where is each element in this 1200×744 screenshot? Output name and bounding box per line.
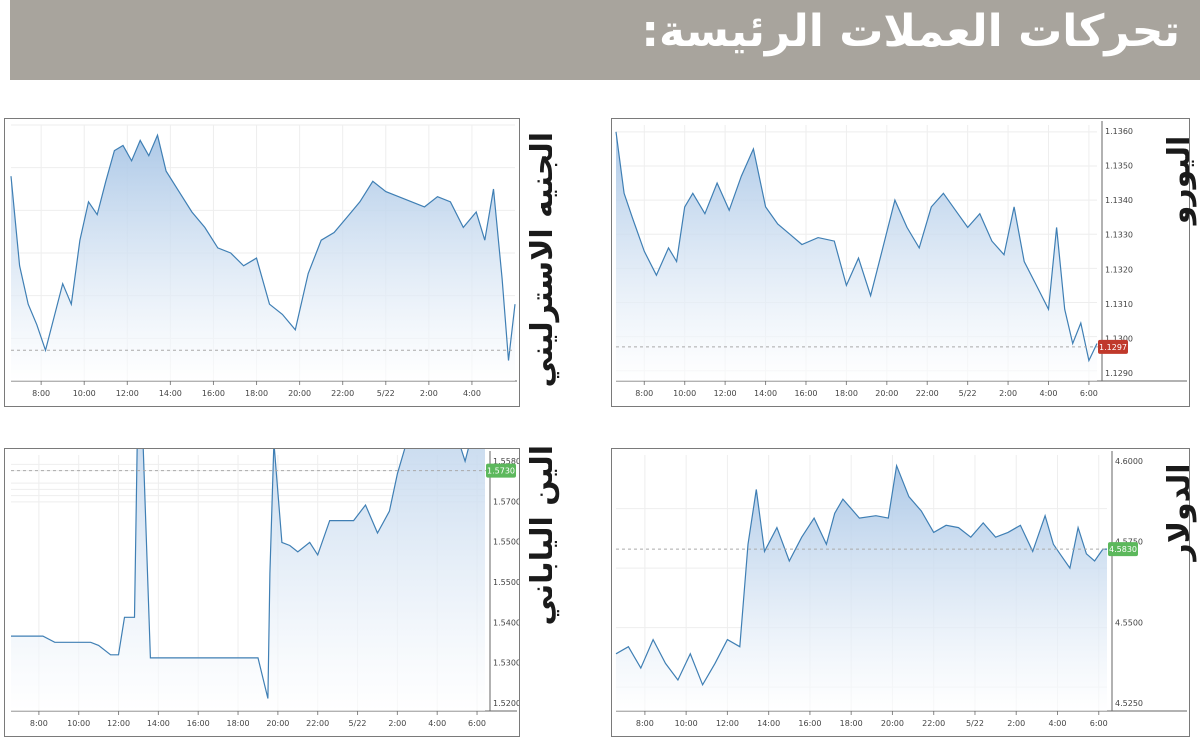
current-value-label: 1.5730	[487, 467, 515, 476]
chart-panel-jpy: 8:00 10:00 12:00 14:00 16:00 18:00 20:00 22:00 5…	[4, 448, 520, 737]
x-tick-label: 6:00	[1090, 719, 1108, 728]
x-tick-label: 14:00	[757, 719, 780, 728]
x-tick-label: 4:00	[1049, 719, 1067, 728]
x-tick-label: 22:00	[922, 719, 945, 728]
chart-panel-gbp: 8:00 10:00 12:00 14:00 16:00 18:00 20:00 22:00 5…	[4, 118, 520, 407]
x-tick-label: 8:00	[636, 719, 654, 728]
x-tick-label: 5/22	[377, 389, 395, 398]
y-tick-label: 1.5580	[493, 457, 519, 466]
chart-label-gbp: الجنيه الاسترليني	[525, 132, 560, 388]
x-tick-label: 14:00	[159, 389, 182, 398]
x-tick-label: 10:00	[73, 389, 96, 398]
y-tick-label: 1.1300	[1105, 334, 1133, 343]
y-tick-label: 1.1310	[1105, 300, 1133, 309]
chart-label-usd: الدولار	[1162, 463, 1197, 561]
series-line	[615, 131, 1098, 363]
x-tick-label: 10:00	[675, 719, 698, 728]
x-tick-label: 20:00	[288, 389, 311, 398]
current-value-label: 4.5830	[1109, 545, 1137, 554]
chart-usd: 8:00 10:00 12:00 14:00 16:00 18:00 20:00 22:00 5…	[615, 451, 1187, 728]
x-tick-label: 6:00	[468, 719, 486, 728]
x-tick-label: 4:00	[428, 719, 446, 728]
chart-panel-usd: 8:00 10:00 12:00 14:00 16:00 18:00 20:00 22:00 5…	[611, 448, 1190, 737]
x-tick-label: 5/22	[959, 389, 977, 398]
x-tick-label: 4:00	[463, 389, 481, 398]
x-tick-label: 12:00	[716, 719, 739, 728]
x-tick-label: 14:00	[754, 389, 777, 398]
x-tick-label: 16:00	[202, 389, 225, 398]
series-line	[615, 463, 1107, 687]
y-tick-label: 1.5300	[493, 659, 519, 668]
x-tick-label: 8:00	[635, 389, 653, 398]
x-tick-label: 5/22	[966, 719, 984, 728]
x-tick-label: 8:00	[30, 719, 48, 728]
chart-gbp: 8:00 10:00 12:00 14:00 16:00 18:00 20:00 22:00 5…	[10, 124, 517, 398]
x-tick-label: 18:00	[245, 389, 268, 398]
x-tick-label: 10:00	[67, 719, 90, 728]
x-tick-label: 12:00	[714, 389, 737, 398]
x-tick-label: 22:00	[331, 389, 354, 398]
header-bar: تحركات العملات الرئيسة:	[10, 0, 1200, 80]
y-tick-label: 1.1330	[1105, 231, 1133, 240]
x-tick-label: 5/22	[349, 719, 367, 728]
x-tick-label: 12:00	[116, 389, 139, 398]
y-tick-label: 1.5200	[493, 699, 519, 708]
x-tick-label: 18:00	[227, 719, 250, 728]
chart-euro: 8:00 10:00 12:00 14:00 16:00 18:00 20:00 22:00 5…	[615, 121, 1187, 398]
x-tick-label: 16:00	[798, 719, 821, 728]
y-tick-label: 1.1360	[1105, 127, 1133, 136]
series-line	[11, 449, 469, 699]
x-tick-label: 22:00	[916, 389, 939, 398]
x-tick-label: 18:00	[835, 389, 858, 398]
x-tick-label: 20:00	[881, 719, 904, 728]
y-tick-label: 1.1290	[1105, 369, 1133, 378]
x-tick-label: 16:00	[187, 719, 210, 728]
current-value-badge	[1108, 542, 1138, 557]
x-tick-label: 12:00	[107, 719, 130, 728]
chart-label-jpy: الين الياباني	[525, 445, 560, 626]
x-tick-label: 6:00	[1080, 389, 1098, 398]
y-tick-label: 1.5500	[493, 578, 519, 587]
x-tick-label: 18:00	[840, 719, 863, 728]
x-tick-label: 14:00	[147, 719, 170, 728]
series-area	[616, 131, 1097, 381]
chart-label-euro: اليورو	[1162, 135, 1197, 225]
y-tick-label: 1.1350	[1105, 162, 1133, 171]
y-tick-label: 1.5700	[493, 497, 519, 506]
y-tick-label: 4.6000	[1115, 457, 1143, 466]
x-tick-label: 2:00	[388, 719, 406, 728]
page-title: تحركات العملات الرئيسة:	[641, 6, 1180, 57]
series-area	[11, 135, 515, 381]
current-value-label: 1.1297	[1099, 343, 1127, 352]
series-area	[616, 465, 1107, 711]
chart-panel-euro: 8:00 10:00 12:00 14:00 16:00 18:00 20:00 22:00 5…	[611, 118, 1190, 407]
x-tick-label: 4:00	[1040, 389, 1058, 398]
y-tick-label: 1.5400	[493, 618, 519, 627]
current-value-badge	[486, 463, 516, 478]
y-tick-label: 4.5250	[1115, 699, 1143, 708]
x-tick-label: 20:00	[875, 389, 898, 398]
x-tick-label: 2:00	[420, 389, 438, 398]
x-tick-label: 2:00	[1007, 719, 1025, 728]
y-tick-label: 1.5500	[493, 538, 519, 547]
chart-jpy: 8:00 10:00 12:00 14:00 16:00 18:00 20:00 22:00 5…	[11, 449, 519, 728]
current-value-badge	[1098, 339, 1128, 354]
series-line	[10, 133, 516, 361]
x-tick-label: 20:00	[266, 719, 289, 728]
x-tick-label: 2:00	[999, 389, 1017, 398]
x-tick-label: 22:00	[306, 719, 329, 728]
x-tick-label: 10:00	[673, 389, 696, 398]
series-area	[11, 449, 485, 711]
y-tick-label: 4.5500	[1115, 618, 1143, 627]
y-tick-label: 1.1320	[1105, 265, 1133, 274]
x-tick-label: 16:00	[794, 389, 817, 398]
x-tick-label: 8:00	[32, 389, 50, 398]
y-tick-label: 1.1340	[1105, 196, 1133, 205]
